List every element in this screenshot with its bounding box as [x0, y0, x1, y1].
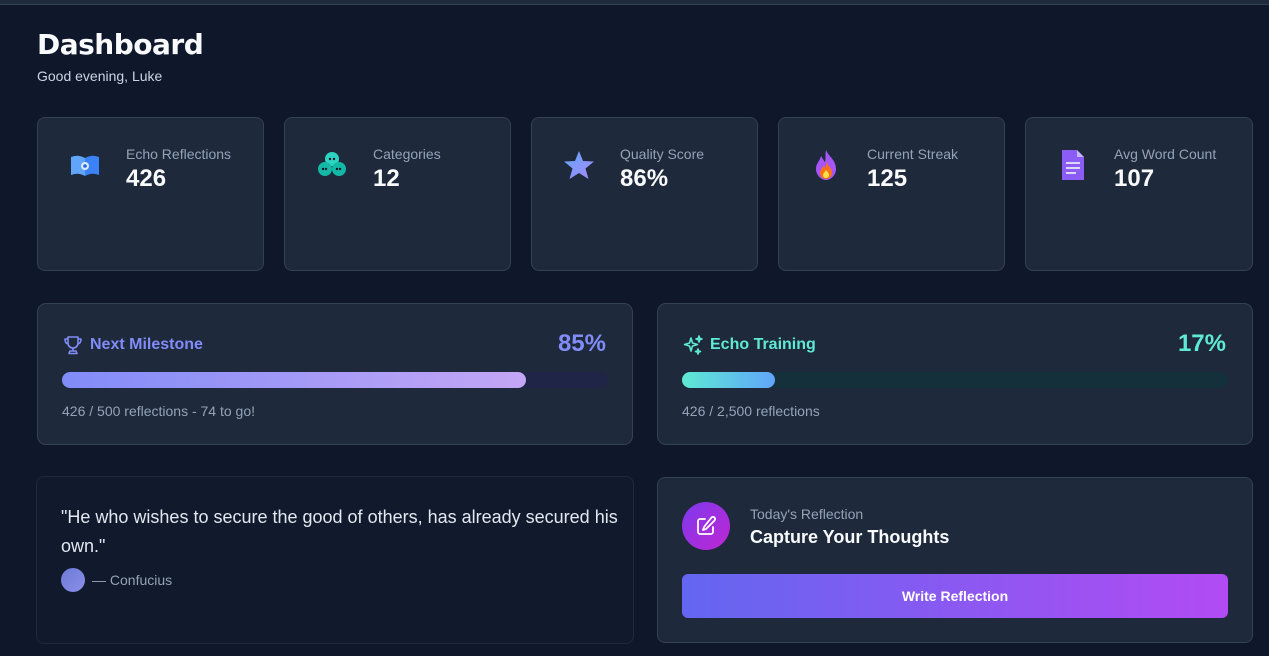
training-note: 426 / 2,500 reflections [682, 403, 820, 419]
pencil-icon [682, 502, 730, 550]
quote-card: "He who wishes to secure the good of oth… [36, 476, 634, 644]
stat-value: 426 [126, 165, 167, 192]
milestone-percent: 85% [557, 330, 606, 357]
stat-label: Current Streak [867, 146, 959, 162]
stat-card-current-streak: Current Streak 125 [778, 117, 1005, 271]
milestone-title: Next Milestone [90, 336, 203, 353]
stat-label: Categories [373, 146, 441, 162]
stat-card-echo-reflections: Echo Reflections 426 [37, 117, 264, 271]
stat-card-quality-score: Quality Score 86% [531, 117, 758, 271]
stat-label: Quality Score [620, 146, 705, 162]
todays-reflection-card: Today's Reflection Capture Your Thoughts… [657, 477, 1253, 643]
milestone-progress-fill [62, 372, 527, 388]
stat-value: 12 [373, 165, 400, 192]
stat-card-categories: Categories 12 [284, 117, 511, 271]
trophy-icon [62, 334, 84, 356]
milestone-progress-track [62, 372, 608, 388]
avatar [61, 568, 85, 592]
sparkles-icon [682, 334, 704, 356]
star-icon [562, 148, 596, 182]
stat-value: 125 [867, 165, 908, 192]
write-reflection-button[interactable]: Write Reflection [682, 574, 1228, 618]
echo-training-card: Echo Training 17% 426 / 2,500 reflection… [657, 303, 1253, 445]
training-progress-track [682, 372, 1228, 388]
stat-label: Avg Word Count [1114, 146, 1217, 162]
reflection-heading: Capture Your Thoughts [750, 527, 950, 547]
training-percent: 17% [1177, 330, 1226, 357]
stat-value: 107 [1114, 165, 1155, 192]
training-progress-fill [682, 372, 775, 388]
milestone-note: 426 / 500 reflections - 74 to go! [62, 403, 256, 419]
next-milestone-card: Next Milestone 85% 426 / 500 reflections… [37, 303, 633, 445]
page-title: Dashboard [37, 28, 204, 61]
chat-bubbles-icon [315, 148, 349, 182]
quote-text: "He who wishes to secure the good of oth… [61, 507, 618, 556]
book-icon [68, 148, 102, 182]
reflection-eyebrow: Today's Reflection [750, 506, 864, 522]
greeting: Good evening, Luke [37, 68, 163, 84]
top-border [0, 0, 1269, 5]
training-title: Echo Training [710, 336, 816, 353]
document-icon [1056, 148, 1090, 182]
fire-icon [809, 148, 843, 182]
stat-label: Echo Reflections [126, 146, 232, 162]
stat-value: 86% [620, 165, 669, 192]
quote-author: — Confucius [92, 572, 173, 588]
stat-card-avg-word-count: Avg Word Count 107 [1025, 117, 1253, 271]
